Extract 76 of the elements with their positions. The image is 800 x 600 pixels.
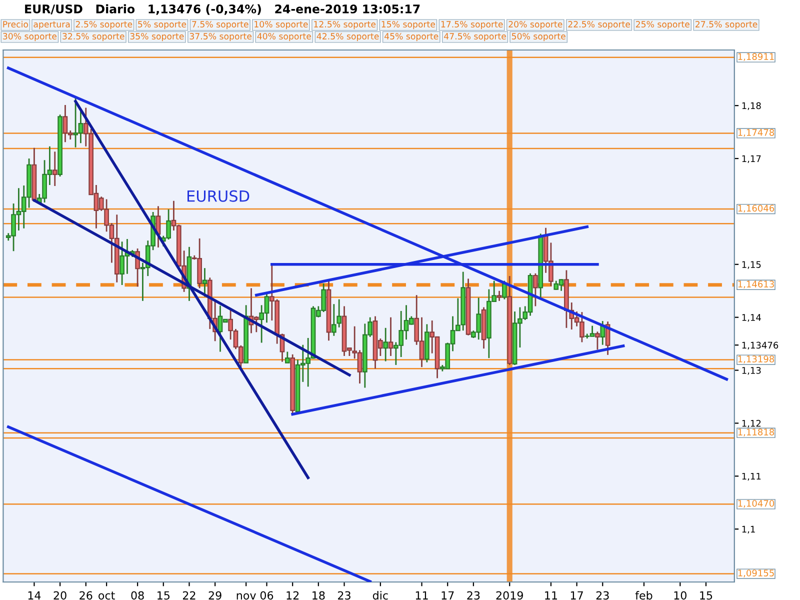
ref-line-label: 1,09155 [738,570,774,578]
ref-line-label: 1,13198 [738,356,774,364]
y-tick-label: 1,1 [742,526,755,534]
candlestick [202,267,208,298]
ref-line-label: 1,10470 [738,500,774,508]
text: 15% soporte [382,20,435,30]
text: 32.5% soporte [62,32,124,42]
text: apertura [34,21,70,30]
text: 30% soporte [3,32,57,42]
candlestick [502,280,507,300]
text: 5% soporte [138,20,186,30]
x-tick-label: oct [98,592,115,600]
y-tick-label: 1,15 [742,261,761,269]
x-tick-label: dic [372,591,388,600]
y-tick-label: 1,13 [742,366,761,375]
x-tick-label: 20 [54,591,66,600]
ref-line-label: 1,18911 [738,53,774,61]
ref-line-label: 1,11818 [738,428,774,436]
chart-title: EUR/USD Diario 1,13476 (-0,34%) 24-ene-2019 13:05:17 [25,4,420,15]
candlestick [533,272,538,307]
text: 7.5% soporte [192,20,248,30]
x-tick-label: 08 [131,591,144,600]
x-tick-label: 26 [80,591,92,600]
x-tick-label: 29 [208,591,222,600]
ref-line-label: 1,14613 [738,280,774,288]
x-tick-label: 17 [442,591,454,600]
x-tick-label: 17 [570,591,583,600]
x-tick-label: 11 [416,591,428,600]
x-tick-label: 12 [286,591,299,600]
y-tick-label: 1,14 [742,314,761,322]
y-tick-label: 1,18 [742,102,761,110]
text: 12.5% soporte [314,20,376,30]
candlestick [595,330,600,350]
x-tick-label: 22 [182,591,196,600]
x-tick-label: nov [236,593,256,600]
ref-line-label: 1,16046 [738,204,774,213]
x-tick-label: 15 [700,591,712,600]
annotation: EURUSD [188,190,250,202]
x-tick-label: 2019 [496,591,523,600]
text: 25% soporte [636,20,690,30]
text: 45% soporte [384,32,438,42]
x-tick-label: 23 [467,591,480,600]
x-tick-label: 10 [674,591,686,600]
text: 47.5% soporte [444,32,506,42]
x-tick-label: 14 [28,591,41,600]
x-tick-label: 11 [545,591,557,600]
text: 27.5% soporte [696,20,758,30]
ref-line-label: 1,17478 [738,129,774,137]
candlestick [284,351,290,364]
y-tick-label: 1,11 [742,472,761,481]
text: 42.5% soporte [316,32,379,42]
text: 50% soporte [512,32,566,42]
text: 37.5% soporte [190,32,252,42]
y-tick-label: 1,13476 [742,342,778,350]
candlestick [383,327,388,362]
x-tick-label: 18 [312,591,325,600]
candlestick [496,290,502,302]
x-tick-label: feb [635,591,652,600]
y-tick-label: 1,12 [742,420,761,428]
x-tick-label: 23 [338,591,350,600]
x-tick-label: 06 [260,591,274,600]
candlestick [52,150,58,187]
text: 10% soporte [254,20,308,30]
y-tick-label: 1,17 [742,155,761,163]
x-tick-label: 23 [596,591,609,600]
x-tick-label: 15 [158,591,170,600]
text: 40% soporte [257,32,311,42]
text: 2.5% soporte [76,20,132,30]
candlestick [388,316,394,357]
candlestick [332,303,336,337]
text: Precio [3,20,28,28]
text: 35% soporte [130,32,184,42]
text: 20% soporte [508,20,562,30]
text: 17.5% soporte [441,20,503,30]
candlestick [336,298,342,328]
text: 22.5% soporte [568,20,630,30]
